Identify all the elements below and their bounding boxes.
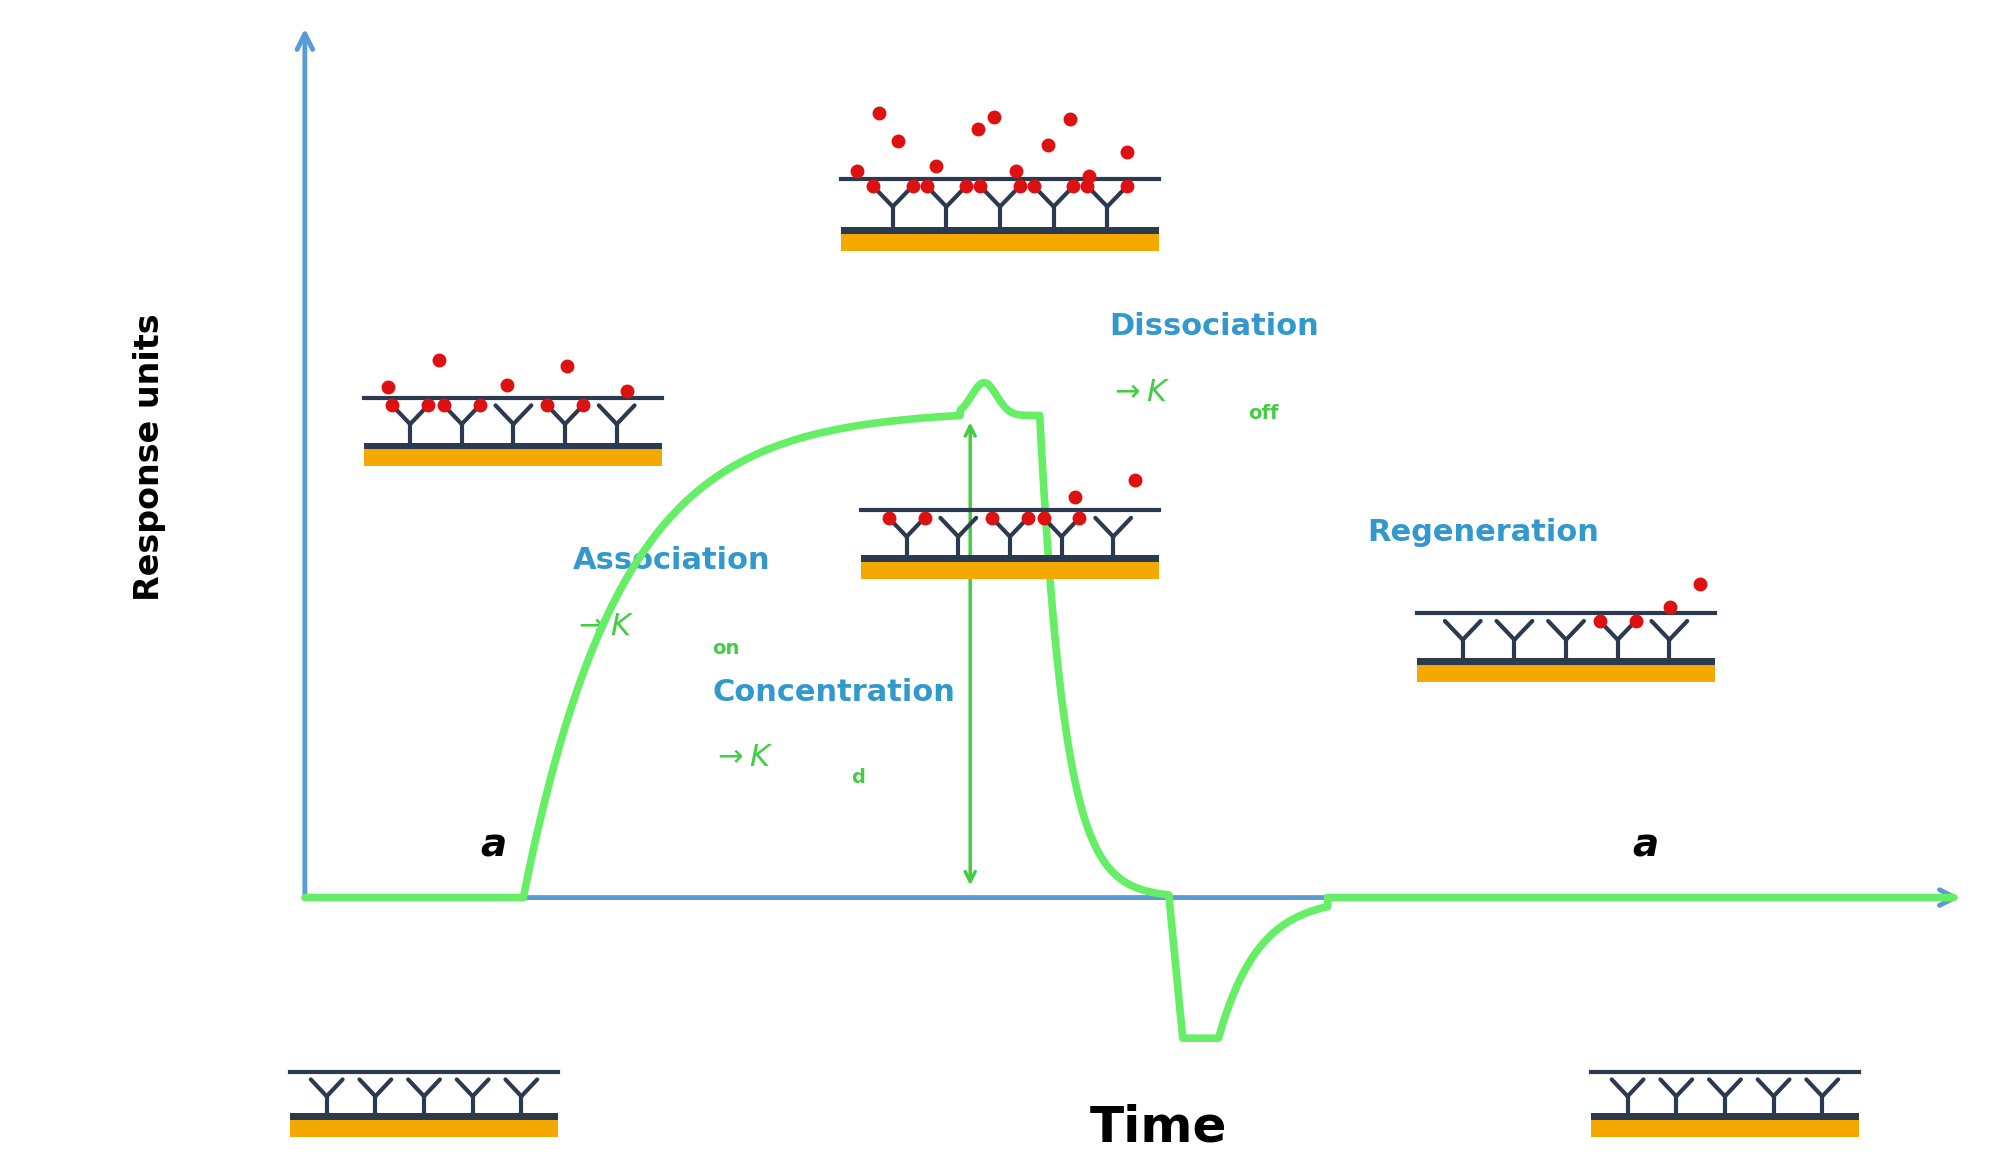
Text: on: on <box>712 638 740 658</box>
Text: Response units: Response units <box>134 313 166 601</box>
Bar <box>842 233 1158 251</box>
Bar <box>1418 658 1716 665</box>
Bar <box>290 1113 558 1120</box>
Text: a: a <box>1632 826 1658 865</box>
Text: a: a <box>480 826 506 865</box>
Bar <box>364 449 662 467</box>
Bar <box>842 228 1158 233</box>
Text: $\rightarrow\mathit{K}$: $\rightarrow\mathit{K}$ <box>1110 378 1170 406</box>
Bar <box>1590 1113 1858 1120</box>
Bar <box>1418 665 1716 682</box>
Text: off: off <box>1248 405 1278 424</box>
Bar <box>860 555 1158 562</box>
Text: Association: Association <box>572 546 770 575</box>
Bar <box>860 562 1158 579</box>
Text: $\rightarrow\mathit{K}$: $\rightarrow\mathit{K}$ <box>712 743 774 773</box>
Text: $\rightarrow\mathit{K}$: $\rightarrow\mathit{K}$ <box>572 612 634 641</box>
Bar <box>1590 1120 1858 1137</box>
Text: d: d <box>852 768 864 788</box>
Text: Regeneration: Regeneration <box>1368 518 1600 547</box>
Text: Time: Time <box>1090 1103 1228 1151</box>
Text: Dissociation: Dissociation <box>1110 312 1318 341</box>
Bar <box>290 1120 558 1137</box>
Text: Concentration: Concentration <box>712 678 954 707</box>
Bar <box>364 443 662 449</box>
